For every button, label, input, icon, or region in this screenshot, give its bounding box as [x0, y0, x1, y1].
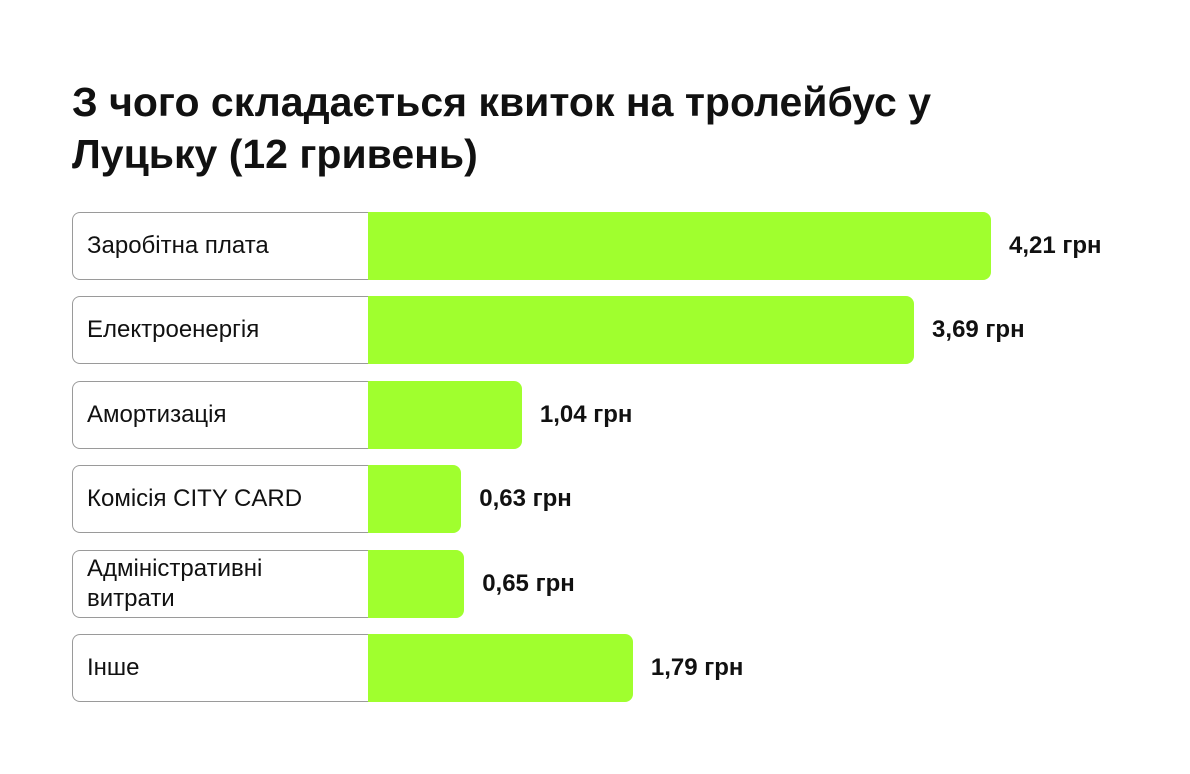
bar [368, 380, 522, 449]
category-label: Комісія CITY CARD [87, 485, 303, 513]
value-label: 0,65 грн [482, 569, 575, 597]
category-box: Адміністративні витрати [72, 549, 368, 618]
bar [368, 549, 465, 618]
category-label: Інше [87, 654, 140, 681]
category-box: Амортизація [72, 380, 368, 449]
bar [368, 212, 991, 280]
value-label: 1,04 грн [539, 400, 633, 428]
bar [368, 634, 633, 702]
chart-title: З чого складається квиток на тролейбус у… [72, 79, 932, 177]
bar [368, 296, 915, 365]
category-box: Інше [72, 634, 368, 702]
category-box: Заробітна плата [72, 212, 368, 280]
category-box: Електроенергія [72, 296, 368, 365]
category-label: Заробітна плата [87, 232, 269, 259]
value-label: 0,63 грн [479, 485, 572, 513]
value-label: 4,21 грн [1009, 232, 1102, 259]
bar [368, 465, 462, 534]
value-label: 1,79 грн [650, 654, 744, 681]
category-label: Електроенергія [87, 316, 260, 344]
category-label: Амортизація [87, 400, 227, 428]
category-label: Адміністративні витрати [87, 554, 263, 612]
value-label: 3,69 грн [932, 316, 1025, 344]
category-box: Комісія CITY CARD [72, 465, 368, 534]
